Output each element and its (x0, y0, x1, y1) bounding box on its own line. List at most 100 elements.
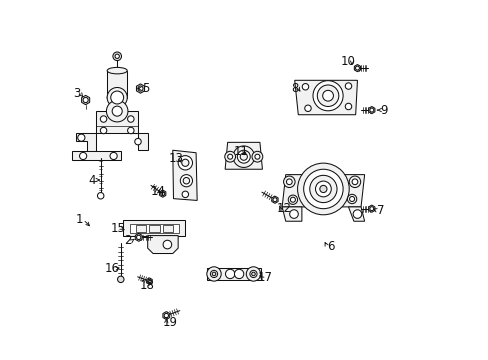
Circle shape (272, 198, 276, 202)
Polygon shape (76, 134, 96, 151)
Ellipse shape (107, 94, 127, 101)
Circle shape (163, 240, 171, 249)
Text: 10: 10 (340, 55, 355, 68)
Circle shape (351, 179, 357, 185)
Circle shape (127, 116, 134, 122)
Circle shape (246, 267, 260, 281)
Circle shape (369, 108, 373, 112)
Bar (163, 225, 173, 232)
Circle shape (345, 83, 351, 89)
Text: 7: 7 (376, 204, 384, 217)
Circle shape (249, 270, 257, 278)
Circle shape (240, 153, 247, 160)
Text: 16: 16 (104, 262, 119, 275)
Polygon shape (354, 64, 360, 72)
Text: 14: 14 (150, 185, 165, 198)
Polygon shape (368, 205, 374, 212)
Polygon shape (294, 80, 357, 115)
Circle shape (212, 272, 215, 276)
Text: 15: 15 (111, 222, 125, 235)
Text: 11: 11 (233, 145, 248, 158)
Polygon shape (72, 151, 121, 160)
Circle shape (346, 194, 356, 204)
Circle shape (237, 150, 250, 163)
Circle shape (110, 91, 123, 104)
Circle shape (224, 151, 235, 162)
Circle shape (369, 207, 373, 211)
Circle shape (254, 154, 260, 159)
Text: 17: 17 (257, 271, 272, 284)
Circle shape (233, 146, 254, 167)
Circle shape (315, 181, 330, 197)
Circle shape (302, 84, 308, 90)
Circle shape (348, 176, 360, 188)
Circle shape (136, 235, 141, 239)
Circle shape (297, 163, 348, 215)
Circle shape (183, 177, 189, 184)
Circle shape (112, 106, 122, 116)
Circle shape (97, 193, 104, 199)
Text: 1: 1 (76, 213, 83, 226)
Circle shape (182, 191, 188, 198)
Polygon shape (107, 71, 127, 98)
Polygon shape (135, 233, 142, 241)
Circle shape (100, 127, 106, 134)
Circle shape (78, 134, 85, 141)
Polygon shape (146, 278, 152, 284)
Circle shape (138, 86, 143, 91)
Circle shape (135, 138, 141, 145)
Circle shape (227, 154, 232, 159)
Polygon shape (131, 134, 147, 149)
Circle shape (182, 159, 188, 166)
Text: 4: 4 (88, 174, 96, 186)
Text: 13: 13 (168, 152, 183, 165)
Circle shape (80, 152, 86, 159)
Circle shape (303, 169, 343, 209)
Circle shape (210, 270, 217, 278)
Circle shape (290, 197, 295, 202)
Circle shape (345, 103, 351, 110)
Circle shape (286, 179, 292, 185)
Bar (149, 225, 159, 232)
Circle shape (161, 192, 164, 195)
Text: 3: 3 (73, 87, 81, 100)
Circle shape (106, 100, 128, 122)
Ellipse shape (107, 67, 127, 74)
Circle shape (225, 269, 234, 279)
Circle shape (147, 279, 151, 283)
Circle shape (110, 152, 117, 159)
Polygon shape (123, 220, 185, 235)
Circle shape (349, 197, 354, 202)
Text: 19: 19 (162, 316, 177, 329)
Text: 2: 2 (124, 234, 131, 247)
Text: 18: 18 (139, 279, 154, 292)
Text: 9: 9 (379, 104, 386, 117)
Bar (136, 225, 145, 232)
Circle shape (352, 210, 361, 219)
Circle shape (355, 66, 359, 70)
Circle shape (206, 267, 221, 281)
Circle shape (100, 116, 106, 122)
Circle shape (107, 87, 127, 108)
Circle shape (113, 52, 121, 60)
Polygon shape (129, 224, 179, 233)
Circle shape (309, 175, 336, 203)
Circle shape (115, 54, 119, 58)
Polygon shape (271, 196, 278, 203)
Text: 12: 12 (276, 202, 291, 215)
Circle shape (234, 269, 244, 279)
Circle shape (251, 272, 255, 276)
Circle shape (304, 105, 310, 112)
Text: 5: 5 (142, 82, 149, 95)
Polygon shape (163, 312, 169, 319)
Polygon shape (136, 84, 144, 93)
Circle shape (251, 151, 262, 162)
Circle shape (283, 176, 294, 188)
Circle shape (317, 85, 338, 107)
Circle shape (164, 314, 168, 318)
Circle shape (319, 185, 326, 193)
Circle shape (287, 195, 297, 204)
Circle shape (127, 127, 134, 134)
Polygon shape (206, 267, 260, 280)
Polygon shape (368, 107, 374, 114)
